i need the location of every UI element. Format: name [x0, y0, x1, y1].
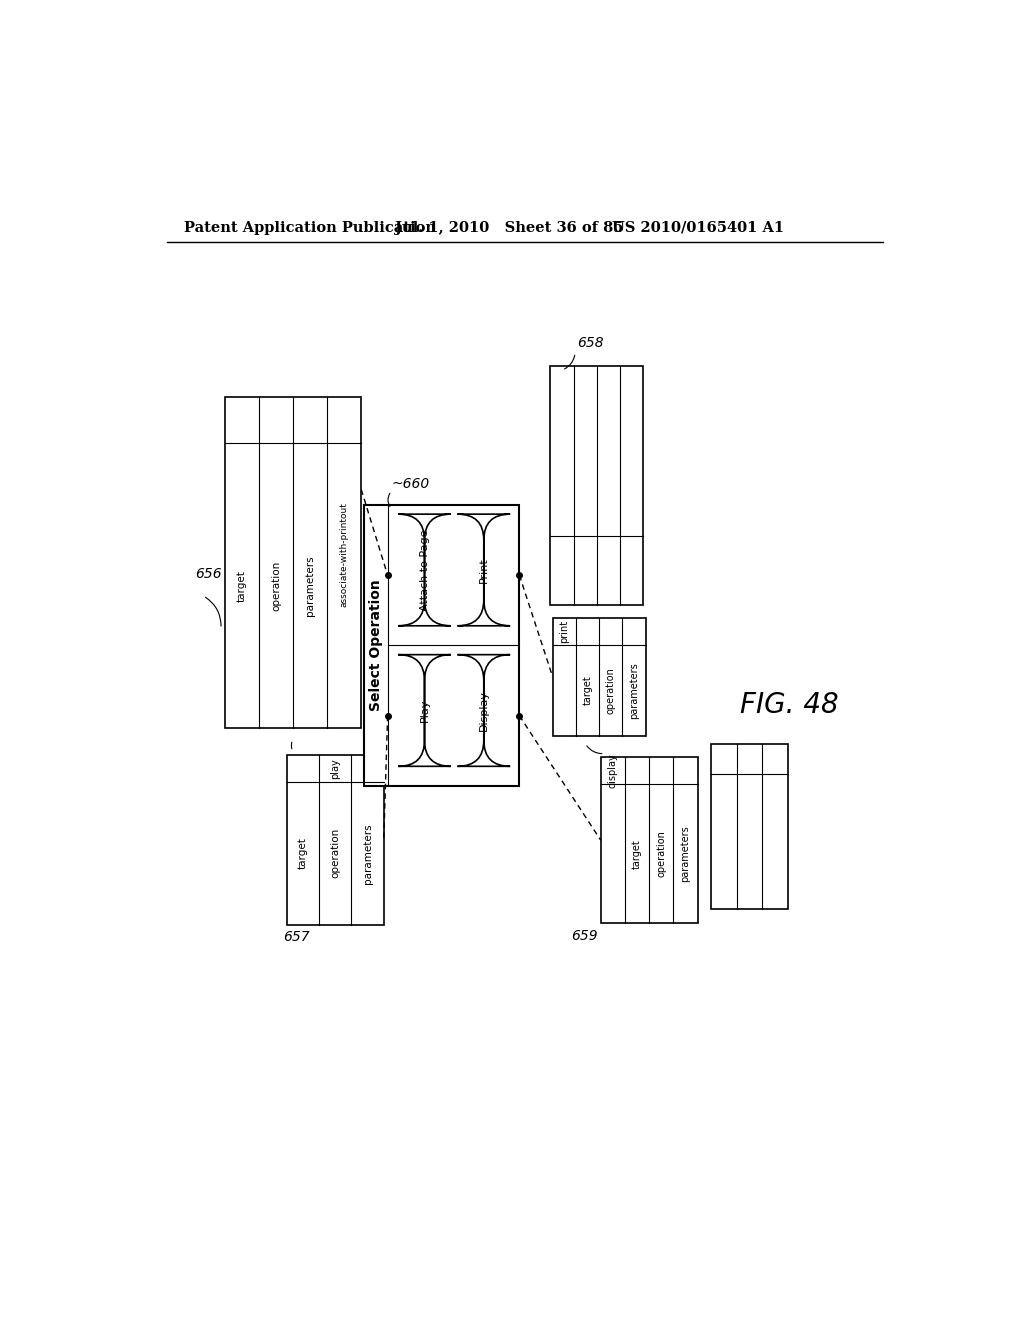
- Text: US 2010/0165401 A1: US 2010/0165401 A1: [612, 220, 784, 235]
- Text: Play: Play: [420, 698, 429, 722]
- FancyBboxPatch shape: [458, 655, 510, 767]
- Text: Attach to Page: Attach to Page: [420, 529, 429, 611]
- Text: parameters: parameters: [305, 556, 315, 616]
- Text: Patent Application Publication: Patent Application Publication: [183, 220, 436, 235]
- Text: operation: operation: [606, 667, 615, 714]
- Text: operation: operation: [331, 828, 340, 878]
- Bar: [365, 506, 519, 785]
- Text: parameters: parameters: [681, 825, 690, 882]
- Text: operation: operation: [656, 830, 667, 878]
- Bar: [225, 397, 361, 729]
- Text: ~660: ~660: [391, 477, 430, 491]
- Text: parameters: parameters: [629, 663, 639, 719]
- Text: 659: 659: [571, 929, 598, 942]
- Bar: [711, 743, 788, 909]
- Text: target: target: [237, 570, 247, 602]
- Text: 656: 656: [196, 568, 222, 581]
- Text: target: target: [632, 838, 642, 869]
- Text: display: display: [608, 754, 617, 788]
- Text: associate-with-printout: associate-with-printout: [340, 503, 349, 607]
- Text: Print: Print: [479, 557, 488, 583]
- FancyBboxPatch shape: [398, 515, 451, 626]
- Text: parameters: parameters: [362, 822, 373, 883]
- FancyBboxPatch shape: [458, 515, 510, 626]
- Text: target: target: [298, 837, 308, 870]
- Text: FIG. 48: FIG. 48: [740, 690, 839, 719]
- FancyBboxPatch shape: [398, 655, 451, 767]
- Bar: [601, 758, 697, 923]
- Text: operation: operation: [271, 561, 281, 611]
- Bar: [287, 755, 384, 924]
- Bar: [550, 367, 643, 605]
- Text: Display: Display: [479, 690, 488, 731]
- Text: 657: 657: [283, 931, 309, 945]
- Text: target: target: [583, 676, 593, 705]
- Text: play: play: [331, 758, 340, 779]
- Text: 658: 658: [578, 337, 604, 350]
- Bar: [553, 618, 646, 737]
- Text: Jul. 1, 2010   Sheet 36 of 85: Jul. 1, 2010 Sheet 36 of 85: [395, 220, 624, 235]
- Text: Select Operation: Select Operation: [369, 579, 383, 711]
- Text: print: print: [559, 619, 569, 643]
